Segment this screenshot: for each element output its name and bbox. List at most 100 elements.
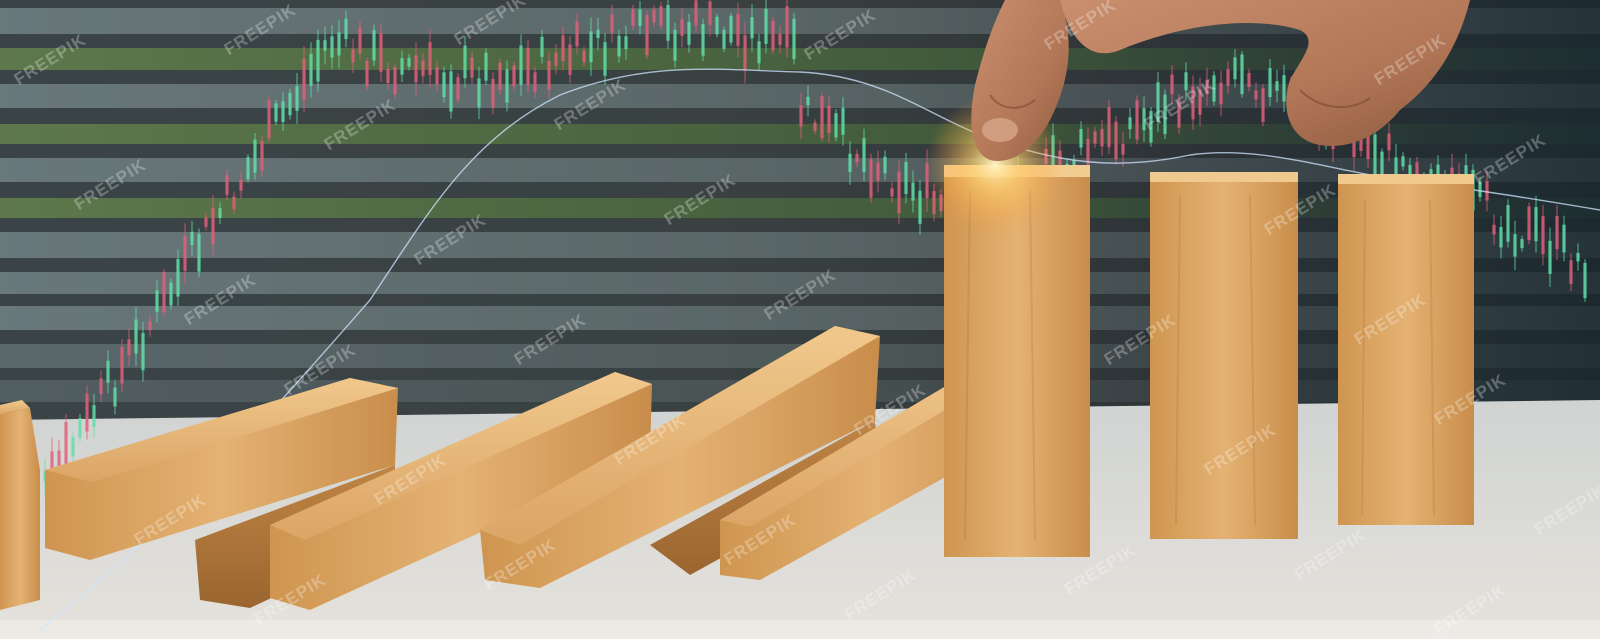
candle-body — [540, 36, 544, 57]
candle-body — [918, 190, 922, 225]
candle-body — [239, 179, 243, 191]
candle-body — [477, 78, 481, 108]
candle-body — [1499, 226, 1503, 248]
candle-body — [750, 17, 754, 39]
candle-body — [1226, 69, 1230, 86]
candle-body — [757, 41, 761, 64]
moving-average-line — [39, 68, 1600, 631]
candle-body — [1247, 73, 1251, 88]
candle-body — [1142, 108, 1146, 131]
candle-body — [1569, 260, 1573, 285]
candle-body — [323, 40, 327, 51]
candle-body — [715, 16, 719, 35]
candle-body — [1149, 111, 1153, 143]
candle-body — [1135, 100, 1139, 140]
candle-body — [288, 92, 292, 116]
candle-body — [848, 153, 852, 173]
candle-body — [218, 208, 222, 218]
candle-body — [155, 290, 159, 312]
candle-body — [673, 29, 677, 61]
candle-body — [351, 49, 355, 63]
candle-body — [316, 39, 320, 82]
candle-body — [645, 14, 649, 56]
candle-body — [1576, 252, 1580, 262]
candle-body — [785, 6, 789, 48]
candle-body — [533, 72, 537, 93]
candle-body — [554, 52, 558, 66]
candle-body — [1380, 151, 1384, 181]
standing-domino-3 — [1338, 174, 1474, 525]
candle-body — [701, 24, 705, 56]
candle-body — [1520, 239, 1524, 249]
candle-body — [687, 21, 691, 45]
candle-body — [197, 234, 201, 272]
candle-body — [1555, 215, 1559, 250]
candle-body — [589, 31, 593, 63]
candle-body — [624, 36, 628, 50]
candle-body — [337, 32, 341, 56]
candle-body — [1492, 224, 1496, 235]
candle-body — [834, 113, 838, 138]
candle-body — [1562, 224, 1566, 253]
candle-body — [841, 107, 845, 135]
candle-body — [1079, 128, 1083, 148]
candle-body — [932, 191, 936, 215]
candle-body — [204, 217, 208, 227]
candle-body — [1156, 82, 1160, 122]
candle-body — [904, 162, 908, 194]
candle-body — [1541, 216, 1545, 255]
candle-body — [1366, 128, 1370, 160]
candle-body — [708, 1, 712, 25]
candle-body — [862, 138, 866, 172]
candle-body — [1121, 143, 1125, 155]
candle-body — [148, 321, 152, 331]
candle-body — [617, 35, 621, 57]
candle-body — [344, 18, 348, 40]
candle-body — [120, 347, 124, 384]
candle-body — [743, 35, 747, 71]
candle-body — [1415, 162, 1419, 179]
candle-body — [729, 15, 733, 43]
candle-body — [414, 55, 418, 83]
candle-body — [1282, 75, 1286, 102]
hand-graphic — [971, 0, 1470, 161]
candle-body — [295, 85, 299, 111]
candle-body — [897, 171, 901, 214]
candle-body — [253, 139, 257, 173]
candle-body — [274, 103, 278, 122]
candle-body — [512, 65, 516, 87]
candle-body — [78, 418, 82, 438]
candle-body — [1100, 129, 1104, 147]
candle-body — [435, 67, 439, 85]
candle-body — [505, 69, 509, 103]
candle-body — [1268, 68, 1272, 98]
candle-body — [855, 153, 859, 163]
candle-body — [407, 57, 411, 67]
candle-body — [806, 96, 810, 106]
candle-body — [1177, 100, 1181, 128]
candle-body — [1373, 134, 1377, 175]
candle-body — [1387, 133, 1391, 151]
candle-body — [890, 188, 894, 197]
standing-domino-2 — [1150, 172, 1298, 539]
candle-body — [57, 450, 61, 478]
candle-body — [85, 393, 89, 432]
candle-body — [1261, 88, 1265, 123]
candle-body — [659, 6, 663, 26]
candle-body — [1513, 234, 1517, 257]
candle-body — [1401, 156, 1405, 167]
candle-body — [778, 33, 782, 45]
candle-body — [379, 33, 383, 73]
candle-body — [386, 68, 390, 84]
candle-body — [99, 378, 103, 395]
candle-body — [1086, 139, 1090, 165]
candle-body — [330, 36, 334, 58]
candle-body — [1429, 169, 1433, 178]
candle-body — [582, 50, 586, 63]
candle-body — [106, 360, 110, 383]
candle-body — [225, 174, 229, 195]
candle-body — [1254, 90, 1258, 100]
candle-body — [232, 196, 236, 210]
candle-body — [764, 8, 768, 44]
